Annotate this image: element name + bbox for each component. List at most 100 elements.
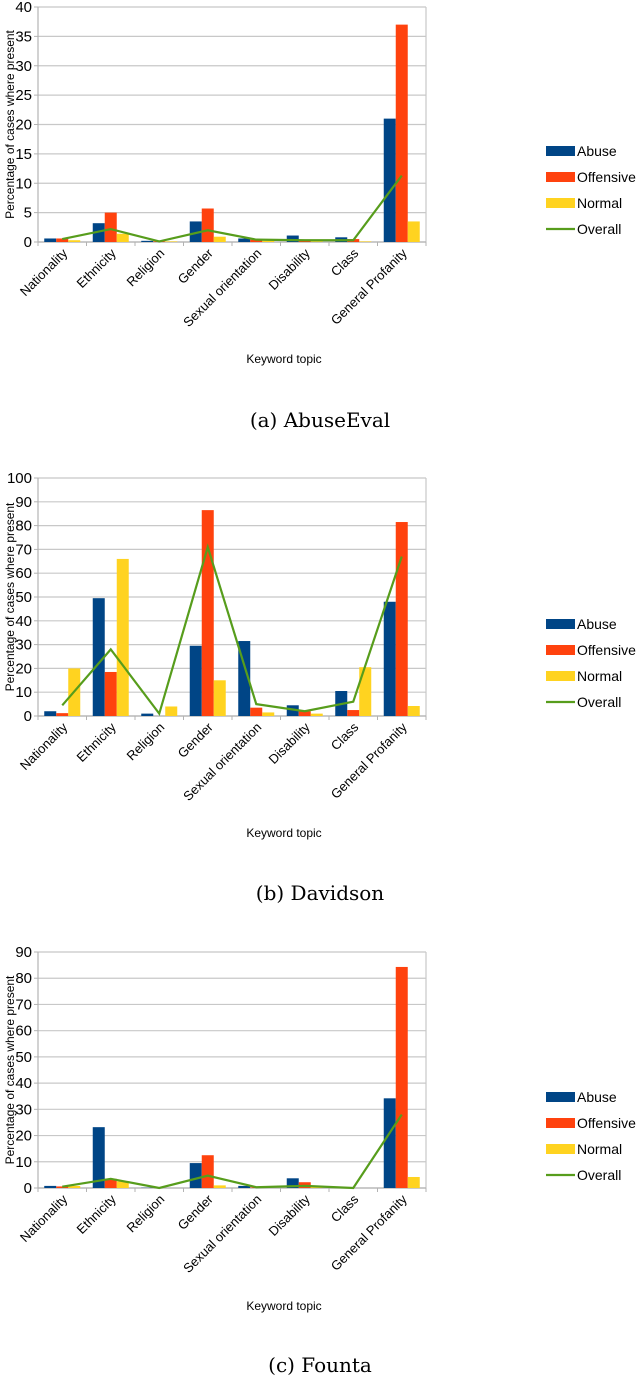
bar-offensive	[56, 713, 69, 716]
legend-label: Abuse	[577, 1089, 617, 1105]
chart-1: 0 5 10 15 20 25 30 35 40 Nationality Ethnicity Reli…	[3, 0, 636, 432]
bar-abuse	[44, 711, 57, 716]
bar-normal	[310, 713, 323, 716]
legend-label: Offensive	[577, 1115, 636, 1131]
bar-abuse	[383, 601, 396, 716]
y-tick-label: 0	[24, 708, 32, 725]
bar-normal	[68, 1185, 81, 1188]
x-tick-label: Gender	[175, 719, 217, 761]
y-axis-label: Percentage of cases where present	[3, 29, 17, 218]
x-tick-label: Gender	[175, 1191, 217, 1233]
bar-normal	[262, 712, 275, 716]
bar-normal	[165, 241, 178, 242]
legend-label: Normal	[577, 668, 622, 684]
chart-caption: (b) Davidson	[256, 881, 385, 905]
y-tick-label: 25	[15, 87, 32, 104]
legend: Abuse Offensive Normal Overall	[546, 616, 636, 710]
x-tick-label: Gender	[175, 245, 217, 287]
bar-abuse	[238, 1185, 251, 1188]
bar-abuse	[238, 641, 251, 716]
legend-label: Overall	[577, 694, 621, 710]
y-tick-label: 50	[15, 1049, 32, 1066]
legend: Abuse Offensive Normal Overall	[546, 143, 636, 237]
chart-caption: (c) Founta	[268, 1353, 372, 1377]
bar-abuse	[383, 1098, 396, 1188]
bar-normal	[262, 240, 275, 242]
bar-abuse	[141, 240, 154, 242]
bar-abuse	[92, 598, 105, 716]
legend-label: Offensive	[577, 169, 636, 185]
x-axis-label: Keyword topic	[246, 1299, 321, 1313]
bar-offensive	[395, 966, 408, 1188]
bar-normal	[359, 667, 372, 716]
y-tick-label: 0	[24, 1180, 32, 1197]
y-tick-label: 80	[15, 518, 32, 535]
legend-swatch-offensive	[546, 1118, 575, 1128]
legend-swatch-normal	[546, 1144, 575, 1154]
bar-offensive	[201, 510, 214, 716]
bar-abuse	[238, 238, 251, 242]
legend-label: Abuse	[577, 616, 617, 632]
y-tick-label: 90	[15, 944, 32, 961]
y-tick-label: 60	[15, 565, 32, 582]
y-tick-label: 10	[15, 1154, 32, 1171]
bar-abuse	[189, 221, 202, 242]
legend-swatch-abuse	[546, 619, 575, 629]
legend-label: Normal	[577, 1141, 622, 1157]
y-tick-label: 5	[24, 205, 32, 222]
chart-3: 0 10 20 30 40 50 60 70 80 90 Nationality Ethnicity R…	[3, 944, 636, 1377]
x-tick-label: Religion	[124, 720, 168, 764]
y-tick-label: 60	[15, 1023, 32, 1040]
x-tick-label: Religion	[124, 1192, 168, 1236]
bar-offensive	[395, 24, 408, 242]
x-tick-label: Nationality	[17, 1191, 71, 1245]
legend: Abuse Offensive Normal Overall	[546, 1089, 636, 1183]
bar-normal	[310, 241, 323, 242]
chart-2: 0 10 20 30 40 50 60 70 80 90 100 Nationality Ethnici…	[3, 470, 636, 905]
y-tick-label: 35	[15, 28, 32, 45]
bar-normal	[68, 240, 81, 242]
bar-abuse	[189, 645, 202, 716]
x-tick-label: Religion	[124, 246, 168, 290]
chart-caption: (a) AbuseEval	[250, 408, 390, 432]
legend-swatch-normal	[546, 671, 575, 681]
bar-offensive	[104, 671, 117, 716]
x-tick-label: Class	[328, 719, 362, 753]
bar-normal	[116, 558, 129, 716]
bar-abuse	[92, 1127, 105, 1188]
legend-swatch-abuse	[546, 146, 575, 156]
x-tick-label: Disability	[265, 719, 313, 767]
y-tick-label: 15	[15, 146, 32, 163]
legend-label: Overall	[577, 221, 621, 237]
bar-normal	[116, 1181, 129, 1188]
y-tick-label: 50	[15, 589, 32, 606]
x-tick-label: Ethnicity	[74, 245, 120, 291]
legend-label: Offensive	[577, 642, 636, 658]
bar-offensive	[250, 239, 263, 242]
bar-offensive	[104, 212, 117, 242]
x-axis-label: Keyword topic	[246, 826, 321, 840]
y-tick-label: 20	[15, 117, 32, 134]
x-tick-label: Class	[328, 245, 362, 279]
y-tick-label: 40	[15, 613, 32, 630]
bar-normal	[213, 1185, 226, 1188]
bar-offensive	[347, 710, 360, 716]
bar-normal	[165, 706, 178, 716]
y-tick-label: 10	[15, 684, 32, 701]
y-tick-label: 40	[15, 0, 32, 16]
bar-offensive	[56, 238, 69, 242]
legend-swatch-offensive	[546, 172, 575, 182]
y-tick-label: 90	[15, 494, 32, 511]
x-tick-label: Disability	[265, 1191, 313, 1239]
bar-offensive	[201, 208, 214, 242]
y-tick-label: 20	[15, 1128, 32, 1145]
y-tick-label: 10	[15, 175, 32, 192]
bar-offensive	[298, 240, 311, 242]
x-tick-label: Nationality	[17, 719, 71, 773]
line-overall	[61, 543, 403, 717]
bar-abuse	[189, 1163, 202, 1188]
bar-abuse	[44, 238, 57, 242]
bar-normal	[359, 241, 372, 242]
x-tick-label: Disability	[265, 245, 313, 293]
x-tick-label: Nationality	[17, 245, 71, 299]
